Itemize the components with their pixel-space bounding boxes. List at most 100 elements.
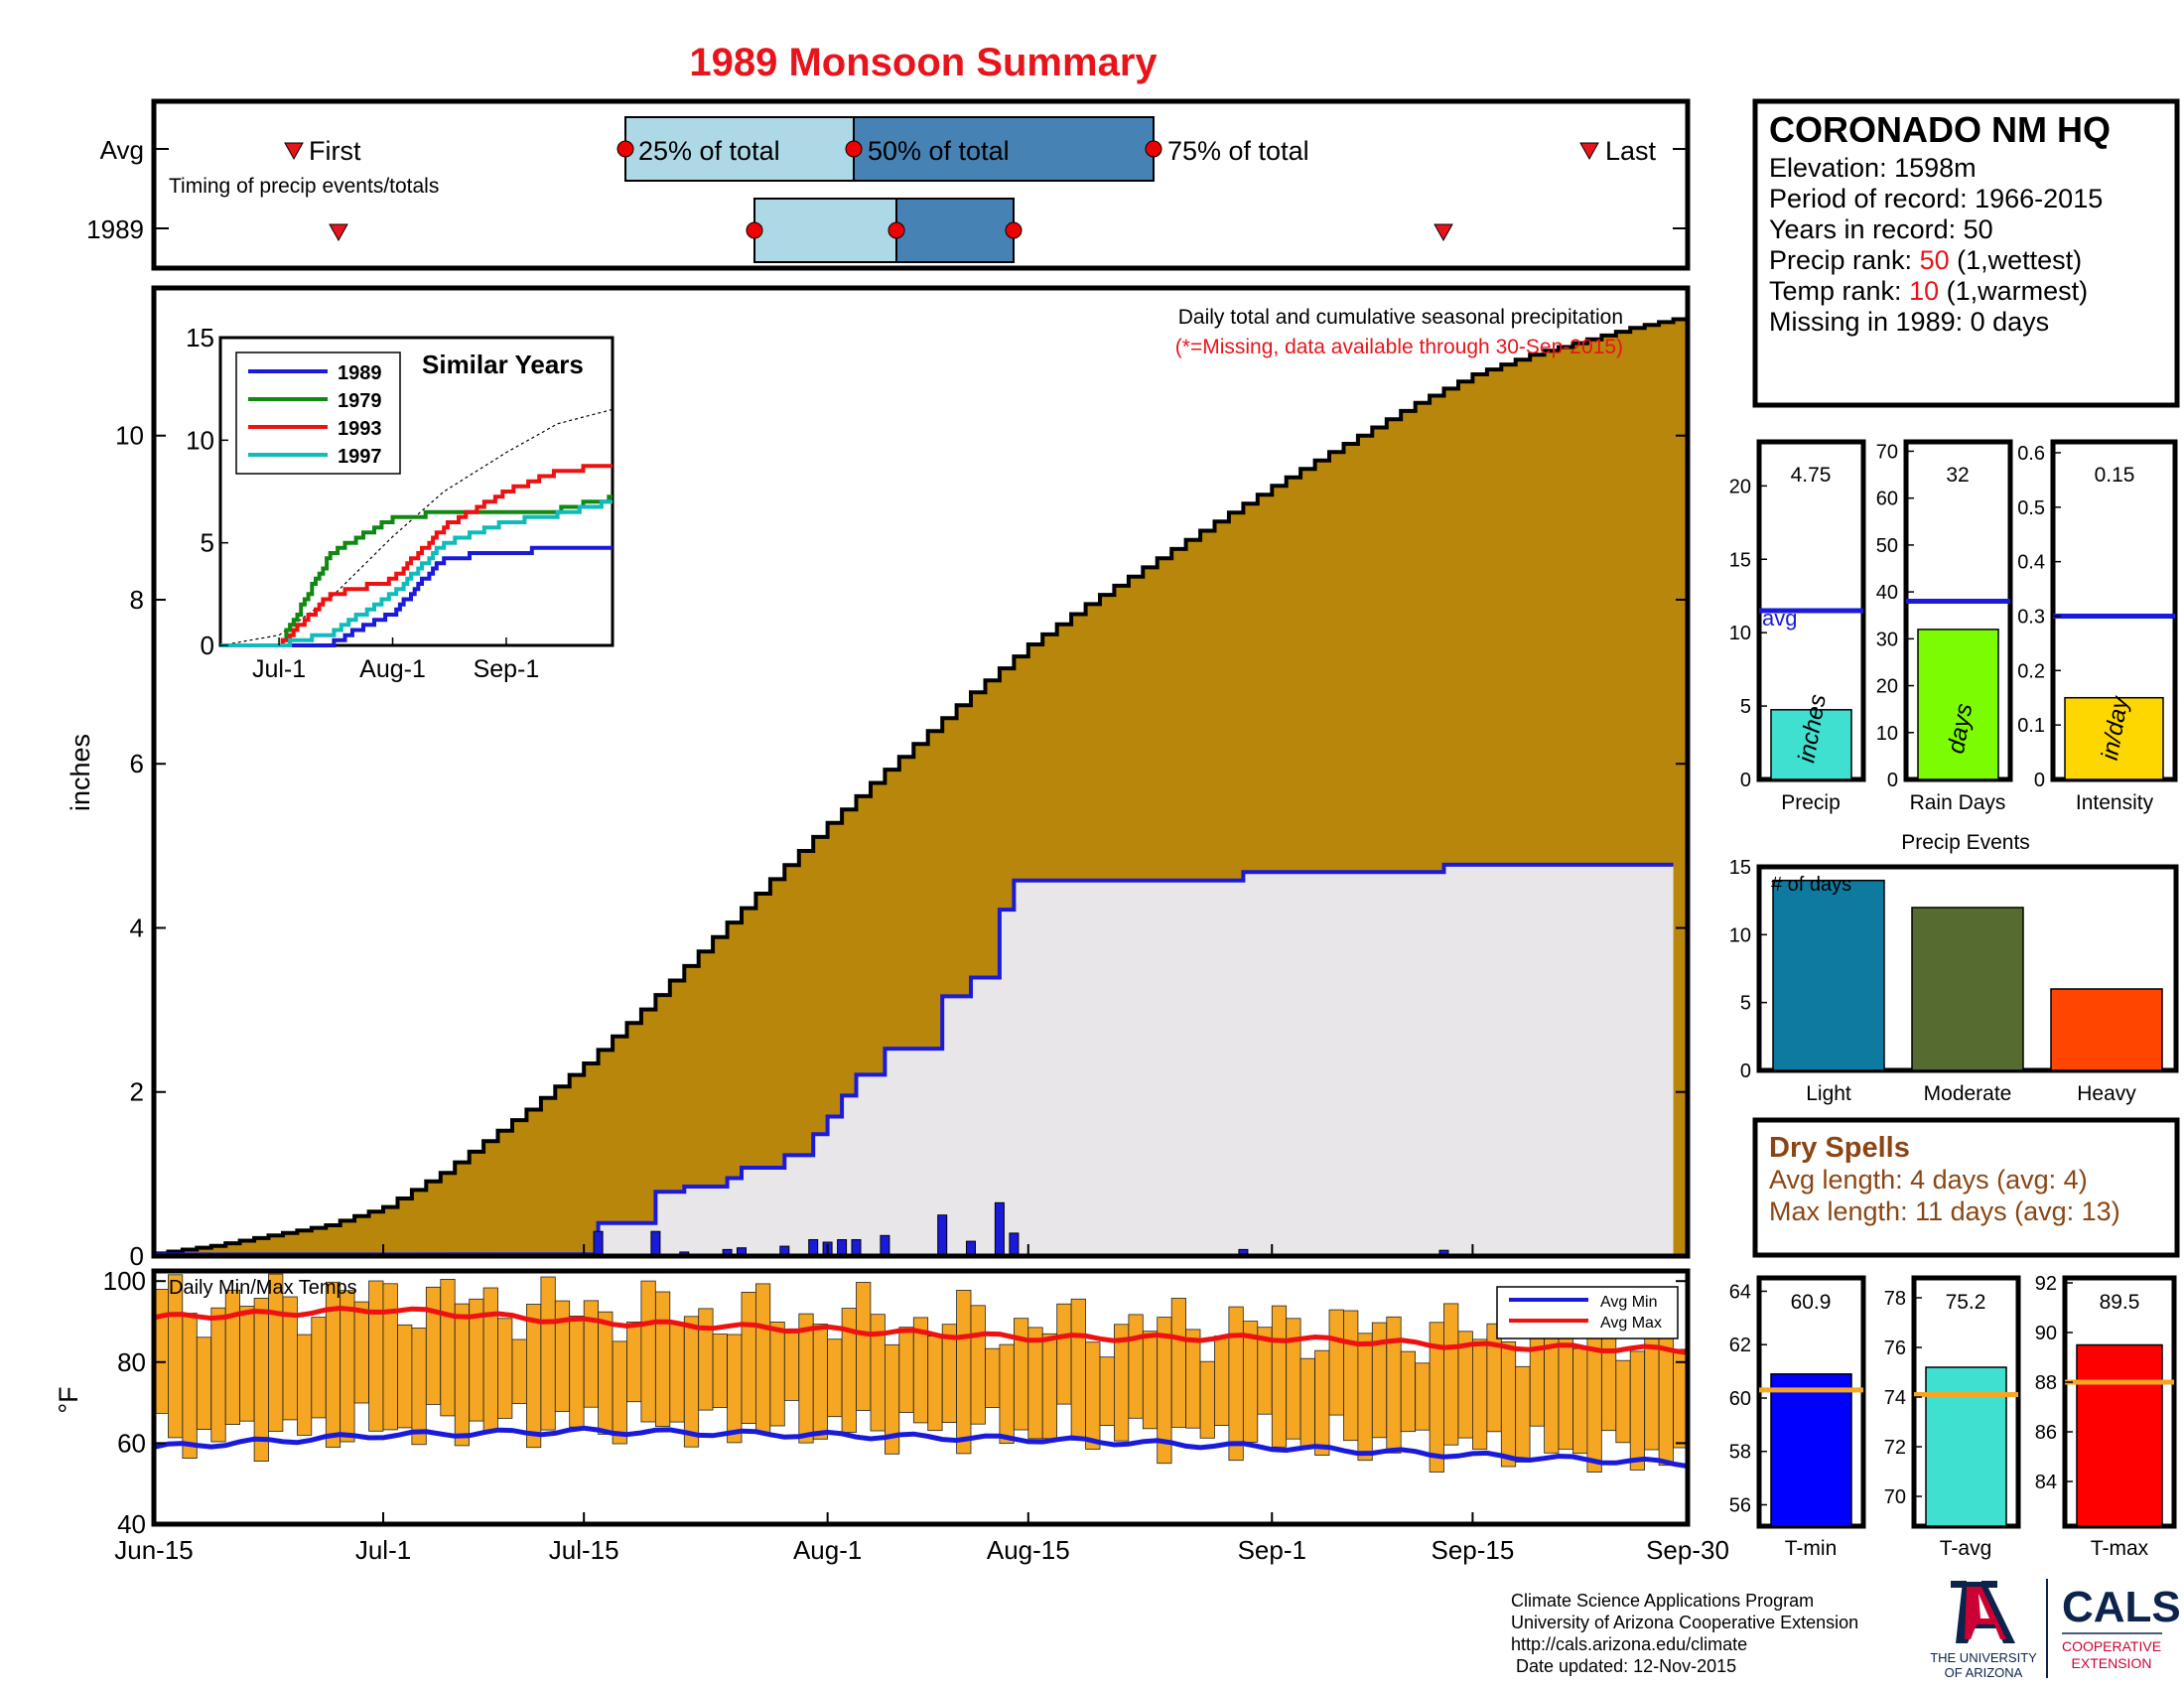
daily-temp-bar <box>1099 1356 1115 1426</box>
daily-temp-bar <box>1572 1347 1588 1455</box>
daily-temp-bar <box>1214 1336 1230 1426</box>
station-elevation: Elevation: 1598m <box>1769 153 1977 183</box>
daily-temp-bar <box>540 1276 556 1431</box>
temp-summary-panel: 56 58 60 62 64 60.9 T-min 70 72 74 76 78 75.2 T-… <box>1729 1273 2177 1560</box>
ua-line1: THE UNIVERSITY <box>1930 1650 2037 1665</box>
year-cumulative-line <box>152 862 1674 1257</box>
cals-wordmark: CALS <box>2062 1583 2181 1631</box>
temp-summary-bar <box>1925 1366 2007 1527</box>
inset-line-1997 <box>220 499 613 647</box>
main-ylabel: inches <box>66 734 95 811</box>
ua-line2: OF ARIZONA <box>1945 1665 2023 1680</box>
avg-box-50-75 <box>853 116 1155 182</box>
avg-first-marker <box>284 142 304 161</box>
timing-panel: Avg 1989 Timing of precip events/totals … <box>86 98 1691 271</box>
station-info-panel: CORONADO NM HQ Elevation: 1598m Period o… <box>1752 98 2180 408</box>
temp-legend-min: Avg Min <box>1600 1294 1658 1311</box>
inset-y-tick-label: 10 <box>186 425 214 455</box>
daily-temp-bar <box>425 1286 442 1405</box>
year-cumulative-area <box>154 864 1674 1256</box>
footer-line1: Climate Science Applications Program <box>1511 1591 1814 1611</box>
raindays-summary-label: Rain Days <box>1910 791 2006 814</box>
dry-spells-avg: Avg length: 4 days (avg: 4) <box>1769 1165 2088 1195</box>
temp-x-tick-label: Aug-15 <box>987 1535 1070 1565</box>
summary-y-tick-label: 15 <box>1729 549 1751 571</box>
temp-x-ticks: Jun-15 Jul-1 Jul-15 Aug-1 Aug-15 Sep-1 Sep-15 S… <box>114 1244 1729 1565</box>
events-y-tick-label: 0 <box>1740 1060 1751 1082</box>
university-of-arizona-logo: THE UNIVERSITY OF ARIZONA <box>1930 1581 2037 1680</box>
daily-temp-bar <box>669 1323 685 1423</box>
summary-y-tick-label: 0 <box>2034 770 2045 791</box>
summary-y-tick-label: 0.3 <box>2017 606 2045 628</box>
events-category-label: Heavy <box>2077 1082 2136 1105</box>
inset-line-1979 <box>220 494 613 647</box>
temp-summary-y-tick-label: 76 <box>1884 1337 1906 1359</box>
daily-temp-bar <box>827 1338 843 1418</box>
inset-line-1989 <box>220 545 613 647</box>
daily-temp-bar <box>698 1308 714 1411</box>
daily-temp-bar <box>353 1301 369 1404</box>
inset-legend-1993: 1993 <box>338 418 382 440</box>
daily-temp-bar <box>812 1324 829 1440</box>
dry-spells-frame <box>1752 1117 2180 1258</box>
daily-temp-bar <box>397 1324 413 1429</box>
avg-p75-marker <box>1145 140 1162 158</box>
daily-temp-bar <box>411 1328 427 1446</box>
daily-temp-bar <box>655 1291 671 1427</box>
avg-box-25-50 <box>624 116 855 182</box>
main-y-tick-label: 6 <box>130 749 144 778</box>
events-category-label: Moderate <box>1924 1082 2012 1105</box>
tmin-label: T-min <box>1785 1537 1838 1560</box>
daily-temp-bar <box>167 1274 184 1439</box>
station-missing: Missing in 1989: 0 days <box>1769 307 2049 337</box>
dry-spells-panel: Dry Spells Avg length: 4 days (avg: 4) M… <box>1752 1117 2180 1258</box>
summary-y-tick-label: 0 <box>1887 770 1898 791</box>
temp-y-ticks: 40 60 80 100 <box>103 1266 1688 1539</box>
inset-legend-1989: 1989 <box>338 362 382 384</box>
temp-chart-title: Daily Min/Max Temps <box>169 1277 357 1299</box>
daily-temp-bar <box>1515 1365 1531 1463</box>
temp-summary-y-tick-label: 92 <box>2035 1273 2057 1295</box>
daily-temp-bar <box>1500 1341 1517 1468</box>
events-y-tick-label: 15 <box>1729 857 1751 879</box>
daily-temp-bar <box>511 1338 527 1404</box>
daily-temp-bar <box>296 1334 313 1436</box>
events-bar <box>2050 988 2163 1071</box>
p75-label: 75% of total <box>1167 136 1309 166</box>
daily-temp-bar <box>755 1283 771 1435</box>
temp-summary-bar <box>1770 1373 1852 1527</box>
p50-label: 50% of total <box>868 136 1010 166</box>
avg-last-marker <box>1579 142 1599 161</box>
dry-spells-title: Dry Spells <box>1769 1132 1910 1164</box>
temp-y-tick-label: 60 <box>117 1428 146 1458</box>
raindays-summary-value: 32 <box>1946 464 1969 487</box>
daily-precip-bar <box>593 1230 604 1257</box>
temp-x-tick-label: Jun-15 <box>114 1535 194 1565</box>
daily-temp-bar <box>196 1336 212 1431</box>
events-category-label: Light <box>1806 1082 1851 1105</box>
station-temp-rank: Temp rank: 10 (1,warmest) <box>1769 276 2088 306</box>
daily-temp-bar <box>1041 1333 1057 1440</box>
year-p75-marker <box>1005 221 1023 239</box>
main-y-tick-label: 10 <box>115 421 144 451</box>
temp-ylabel: °F <box>54 1386 83 1413</box>
daily-temp-bar <box>440 1279 456 1417</box>
daily-temp-bar <box>598 1311 614 1435</box>
temp-x-tick-label: Sep-30 <box>1646 1535 1729 1565</box>
summary-y-tick-label: 20 <box>1729 476 1751 497</box>
precip-avg-label: avg <box>1762 606 1797 631</box>
inset-y-tick-label: 5 <box>201 528 214 558</box>
tmax-label: T-max <box>2091 1537 2149 1560</box>
daily-temp-bar <box>1586 1336 1602 1473</box>
inset-x-tick-label: Aug-1 <box>359 655 426 683</box>
cals-logo: CALS COOPERATIVE EXTENSION <box>2062 1583 2181 1671</box>
daily-temp-bar <box>1286 1318 1301 1440</box>
daily-temp-bar <box>999 1343 1015 1444</box>
daily-temp-bar <box>1486 1323 1502 1433</box>
events-y-tick-label: 5 <box>1740 993 1751 1015</box>
timing-frame <box>151 98 1691 271</box>
footer-line4: Date updated: 12-Nov-2015 <box>1511 1656 1736 1676</box>
year-p25-marker <box>746 221 763 239</box>
summary-y-tick-label: 10 <box>1876 723 1898 745</box>
